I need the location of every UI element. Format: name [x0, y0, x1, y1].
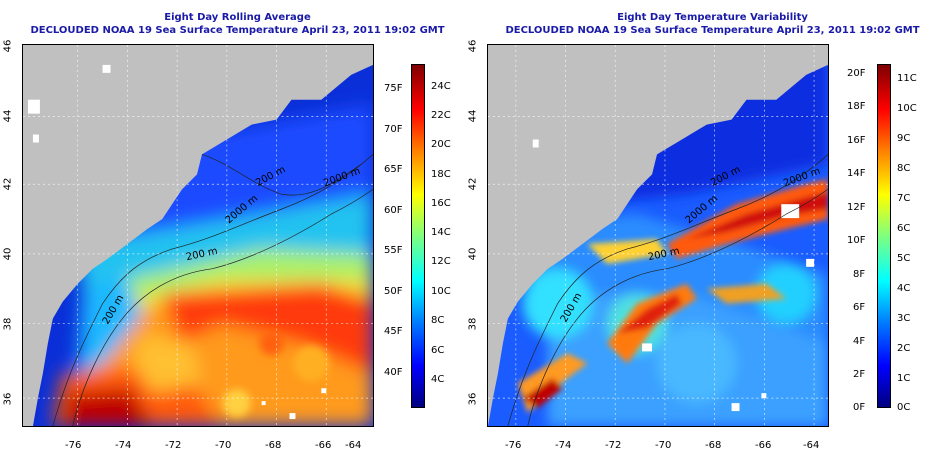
- y-tick-label: 44: [467, 109, 479, 123]
- colorbar-c-label: 16C: [431, 198, 451, 209]
- x-tick-label: -64: [803, 440, 820, 451]
- y-tick-label: 38: [2, 317, 14, 331]
- colorbar-c-label: 8C: [431, 315, 445, 326]
- colorbar-f-label: 70F: [384, 124, 403, 135]
- colorbar-c-label: 6C: [897, 223, 911, 234]
- colorbar-f-label: 65F: [384, 164, 403, 175]
- x-tick-label: -68: [705, 440, 722, 451]
- map-title: Eight Day Rolling Average: [164, 12, 311, 23]
- sst-average-map[interactable]: 200 m 2000 m 200 m 200 m 2000 m: [22, 44, 374, 427]
- colorbar-c-label: 10C: [431, 286, 451, 297]
- map-subtitle: DECLOUDED NOAA 19 Sea Surface Temperatur…: [30, 25, 445, 36]
- colorbar-f-label: 60F: [384, 205, 403, 216]
- colorbar-f-label: 12F: [847, 202, 866, 213]
- colorbar-f-label: 8F: [853, 269, 866, 280]
- colorbar-f-label: 14F: [847, 168, 866, 179]
- colorbar: [411, 64, 425, 408]
- y-tick-label: 40: [467, 247, 479, 261]
- y-tick-label: 36: [2, 392, 14, 406]
- colorbar-c-label: 22C: [431, 110, 451, 121]
- colorbar: [877, 64, 891, 408]
- colorbar-c-label: 1C: [897, 373, 911, 384]
- colorbar-c-label: 11C: [897, 73, 917, 84]
- colorbar-c-label: 8C: [897, 163, 911, 174]
- colorbar-f-label: 50F: [384, 286, 403, 297]
- colorbar-c-label: 9C: [897, 133, 911, 144]
- sst-variability-map-image: [488, 45, 828, 426]
- colorbar-c-label: 10C: [897, 103, 917, 114]
- map-subtitle: DECLOUDED NOAA 19 Sea Surface Temperatur…: [505, 25, 920, 36]
- colorbar-f-label: 20F: [847, 68, 866, 79]
- x-tick-label: -66: [755, 440, 772, 451]
- x-tick-label: -66: [315, 440, 332, 451]
- x-tick-label: -68: [265, 440, 282, 451]
- sst-average-map-image: [23, 45, 373, 426]
- colorbar-f-label: 16F: [847, 135, 866, 146]
- colorbar-c-label: 12C: [431, 256, 451, 267]
- sst-variability-map[interactable]: 200 m 2000 m 200 m 200 m 2000 m: [487, 44, 829, 427]
- colorbar-f-label: 4F: [853, 336, 866, 347]
- y-tick-label: 46: [467, 39, 479, 53]
- colorbar-c-label: 7C: [897, 193, 911, 204]
- colorbar-f-label: 0F: [853, 402, 866, 413]
- colorbar-c-label: 4C: [897, 283, 911, 294]
- x-tick-label: -64: [345, 440, 362, 451]
- y-tick-label: 44: [2, 109, 14, 123]
- y-tick-label: 42: [2, 177, 14, 191]
- colorbar-c-label: 18C: [431, 169, 451, 180]
- y-tick-label: 46: [2, 39, 14, 53]
- x-tick-label: -74: [115, 440, 132, 451]
- x-tick-label: -76: [505, 440, 522, 451]
- colorbar-f-label: 75F: [384, 83, 403, 94]
- x-tick-label: -76: [65, 440, 82, 451]
- x-tick-label: -70: [215, 440, 232, 451]
- x-tick-label: -72: [605, 440, 622, 451]
- colorbar-c-label: 6C: [431, 345, 445, 356]
- colorbar-c-label: 20C: [431, 139, 451, 150]
- colorbar-f-label: 2F: [853, 369, 866, 380]
- colorbar-f-label: 18F: [847, 101, 866, 112]
- sst-average-panel: Eight Day Rolling Average DECLOUDED NOAA…: [2, 12, 451, 451]
- sst-variability-panel: Eight Day Temperature Variability DECLOU…: [467, 0, 950, 475]
- colorbar-c-label: 3C: [897, 313, 911, 324]
- colorbar-c-label: 14C: [431, 227, 451, 238]
- y-tick-label: 38: [467, 317, 479, 331]
- colorbar-f-label: 45F: [384, 326, 403, 337]
- colorbar-c-label: 5C: [897, 253, 911, 264]
- y-tick-label: 40: [2, 247, 14, 261]
- y-tick-label: 42: [467, 177, 479, 191]
- colorbar-c-label: 0C: [897, 402, 911, 413]
- x-tick-label: -74: [555, 440, 572, 451]
- y-tick-label: 36: [467, 392, 479, 406]
- colorbar-f-label: 10F: [847, 235, 866, 246]
- x-tick-label: -70: [655, 440, 672, 451]
- map-title: Eight Day Temperature Variability: [617, 12, 808, 23]
- colorbar-f-label: 6F: [853, 302, 866, 313]
- colorbar-f-label: 55F: [384, 245, 403, 256]
- colorbar-c-label: 2C: [897, 343, 911, 354]
- colorbar-c-label: 24C: [431, 81, 451, 92]
- colorbar-f-label: 40F: [384, 367, 403, 378]
- x-tick-label: -72: [165, 440, 182, 451]
- colorbar-c-label: 4C: [431, 374, 445, 385]
